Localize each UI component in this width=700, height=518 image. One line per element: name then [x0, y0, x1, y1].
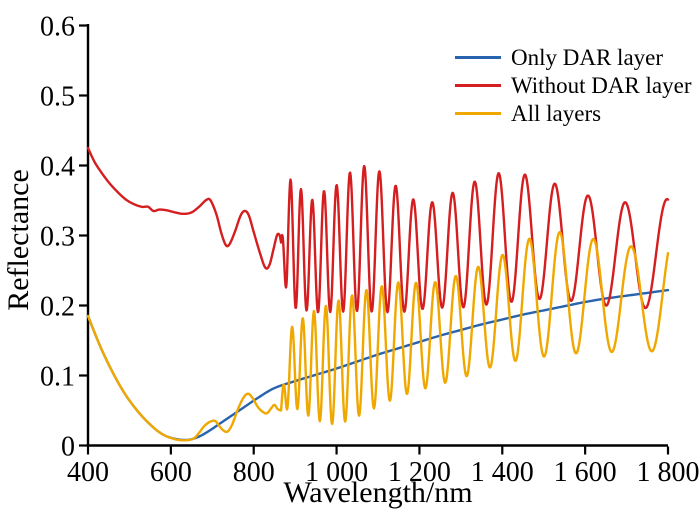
- x-tick-label: 1 000: [305, 457, 368, 488]
- x-tick-label: 600: [150, 457, 192, 488]
- legend-label: Only DAR layer: [511, 44, 664, 70]
- legend-label: All layers: [511, 100, 602, 126]
- y-tick-label: 0.5: [40, 82, 75, 113]
- x-axis-title: Wavelength/nm: [283, 476, 473, 509]
- legend: Only DAR layer Without DAR layer All lay…: [455, 43, 692, 127]
- x-tick-label: 1 600: [554, 457, 617, 488]
- y-tick-label: 0.6: [40, 12, 75, 43]
- legend-item-all-layers: All layers: [455, 99, 692, 127]
- y-tick-label: 0.4: [40, 152, 75, 183]
- legend-item-only-dar: Only DAR layer: [455, 43, 692, 71]
- legend-label: Without DAR layer: [511, 72, 692, 98]
- x-tick-label: 800: [233, 457, 275, 488]
- x-tick-label: 1 800: [637, 457, 700, 488]
- y-tick-label: 0.2: [40, 292, 75, 323]
- legend-line-swatch: [455, 83, 501, 87]
- legend-line-swatch: [455, 111, 501, 115]
- y-tick-label: 0: [61, 432, 75, 463]
- x-tick-label: 1 400: [471, 457, 534, 488]
- legend-item-without-dar: Without DAR layer: [455, 71, 692, 99]
- y-tick-label: 0.3: [40, 222, 75, 253]
- curve-without-dar-layer: [86, 146, 670, 314]
- x-tick-label: 400: [67, 457, 109, 488]
- x-tick-label: 1 200: [388, 457, 451, 488]
- legend-line-swatch: [455, 55, 501, 59]
- y-tick-label: 0.1: [40, 362, 75, 393]
- y-axis-title: Reflectance: [2, 169, 35, 311]
- curve-all-layers: [86, 230, 670, 442]
